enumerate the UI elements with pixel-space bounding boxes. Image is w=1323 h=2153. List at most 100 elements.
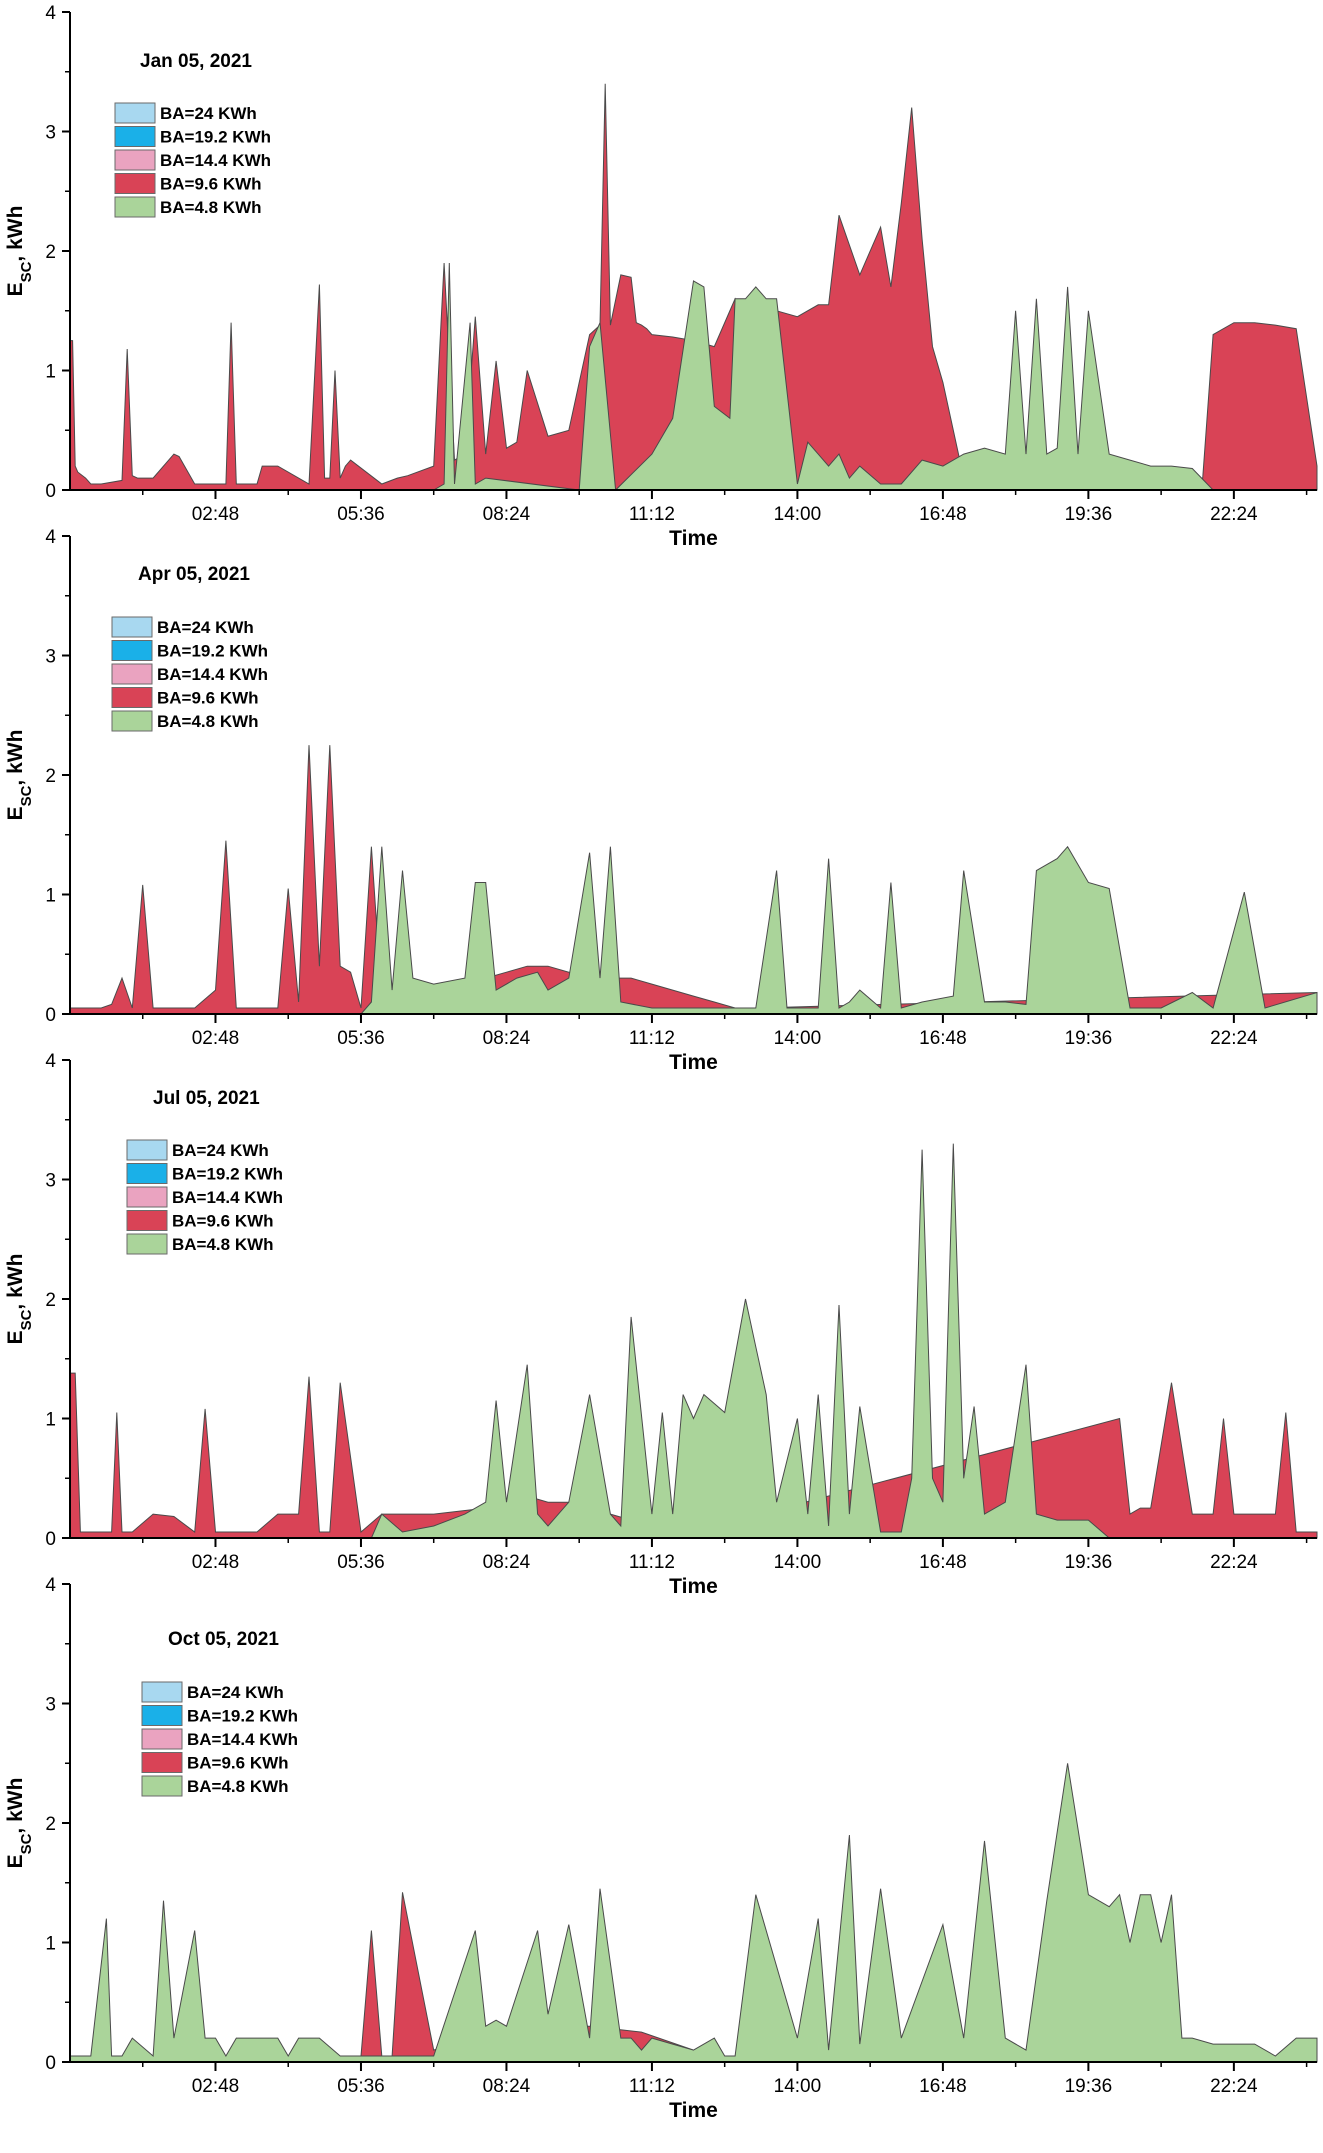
legend-label: BA=4.8 KWh xyxy=(160,198,262,217)
x-axis-title: Time xyxy=(669,1575,718,1598)
x-tick-label: 16:48 xyxy=(919,1552,967,1573)
x-axis-title: Time xyxy=(669,527,718,550)
chart-panel-2: 0 1 2 3 4 02:48 05:36 08:24 11:12 14:00 16:48 19:36… xyxy=(4,527,1318,1074)
legend-label: BA=4.8 KWh xyxy=(187,1777,289,1796)
y-tick-label: 2 xyxy=(45,1814,56,1835)
legend-swatch xyxy=(141,1775,183,1797)
y-tick-label: 3 xyxy=(45,123,56,144)
x-tick-label: 14:00 xyxy=(774,504,822,525)
legend-label: BA=14.4 KWh xyxy=(187,1730,298,1749)
y-axis-title-unit: , kWh xyxy=(4,206,27,262)
y-tick-label: 4 xyxy=(45,1051,56,1072)
x-tick-label: 16:48 xyxy=(919,504,967,525)
chart-title: Jan 05, 2021 xyxy=(140,51,252,72)
legend-label: BA=19.2 KWh xyxy=(187,1707,298,1726)
y-axis-title-unit: , kWh xyxy=(4,1254,27,1310)
chart-title: Jul 05, 2021 xyxy=(153,1088,260,1109)
legend-swatch xyxy=(111,687,153,708)
legend-swatch xyxy=(114,102,156,124)
legend-swatch xyxy=(111,640,153,661)
y-axis-title-main: E xyxy=(4,282,27,296)
chart-panel-4: 0 1 2 3 4 02:48 05:36 08:24 11:12 14:00 16:48 19:36… xyxy=(4,1575,1318,2122)
x-tick-label: 22:24 xyxy=(1210,1028,1258,1049)
legend-label: BA=9.6 KWh xyxy=(160,175,262,194)
x-axis-title: Time xyxy=(669,1051,718,1074)
x-tick-label: 02:48 xyxy=(192,504,240,525)
x-tick-label: 05:36 xyxy=(337,2076,385,2097)
legend-label: BA=4.8 KWh xyxy=(172,1235,274,1254)
x-tick-label: 02:48 xyxy=(192,1552,240,1573)
y-tick-label: 1 xyxy=(45,1410,56,1431)
legend-label: BA=9.6 KWh xyxy=(157,689,259,708)
y-tick-label: 0 xyxy=(45,1529,56,1550)
legend-swatch xyxy=(141,1681,183,1703)
x-tick-label: 19:36 xyxy=(1065,2076,1113,2097)
series-area-ba-4-8-kwh xyxy=(69,1763,1318,2063)
series-area-ba-4-8-kwh xyxy=(70,845,1318,1015)
y-axis-title-subscript: SC xyxy=(18,1309,35,1330)
x-tick-label: 16:48 xyxy=(919,1028,967,1049)
y-axis-title-unit: , kWh xyxy=(4,1778,27,1834)
legend-label: BA=24 KWh xyxy=(172,1141,269,1160)
legend-swatch xyxy=(126,1163,168,1184)
x-tick-label: 22:24 xyxy=(1210,504,1258,525)
y-axis-title-subscript: SC xyxy=(18,785,35,806)
chart-title: Apr 05, 2021 xyxy=(138,564,250,585)
chart-title: Oct 05, 2021 xyxy=(168,1629,279,1650)
y-axis-title: ESC, kWh xyxy=(4,206,35,297)
y-tick-label: 4 xyxy=(45,527,56,548)
legend-label: BA=9.6 KWh xyxy=(187,1754,289,1773)
legend-label: BA=14.4 KWh xyxy=(160,151,271,170)
y-tick-label: 4 xyxy=(45,3,56,24)
legend-swatch xyxy=(114,173,156,194)
legend-label: BA=9.6 KWh xyxy=(172,1212,274,1231)
legend-swatch xyxy=(126,1139,168,1161)
x-tick-label: 14:00 xyxy=(774,1028,822,1049)
x-axis-title: Time xyxy=(669,2099,718,2122)
x-tick-label: 08:24 xyxy=(483,1552,531,1573)
x-tick-label: 05:36 xyxy=(337,1552,385,1573)
legend-swatch xyxy=(111,616,153,638)
legend-label: BA=24 KWh xyxy=(160,104,257,123)
x-tick-label: 08:24 xyxy=(483,504,531,525)
series-area-ba-9-6-kwh xyxy=(69,745,1318,1015)
y-tick-label: 3 xyxy=(45,647,56,668)
x-tick-label: 19:36 xyxy=(1065,504,1113,525)
y-tick-label: 2 xyxy=(45,766,56,787)
x-tick-label: 08:24 xyxy=(483,1028,531,1049)
y-tick-label: 3 xyxy=(45,1171,56,1192)
x-tick-label: 22:24 xyxy=(1210,2076,1258,2097)
legend-swatch xyxy=(114,196,156,218)
x-tick-label: 11:12 xyxy=(629,504,675,525)
legend-swatch xyxy=(111,710,153,732)
y-tick-label: 0 xyxy=(45,481,56,502)
chart-panel-1: 0 1 2 3 4 02:48 05:36 08:24 11:12 14:00 16:48 19:36… xyxy=(4,3,1318,550)
y-axis-title-main: E xyxy=(4,806,27,820)
legend-label: BA=14.4 KWh xyxy=(157,665,268,684)
y-tick-label: 1 xyxy=(45,1934,56,1955)
legend-swatch xyxy=(114,126,156,147)
x-tick-label: 16:48 xyxy=(919,2076,967,2097)
y-tick-label: 4 xyxy=(45,1575,56,1596)
legend-label: BA=19.2 KWh xyxy=(160,128,271,147)
y-axis-title: ESC, kWh xyxy=(4,730,35,821)
legend-swatch xyxy=(111,663,153,685)
y-axis-title-subscript: SC xyxy=(18,1833,35,1854)
legend-swatch xyxy=(141,1728,183,1750)
x-tick-label: 19:36 xyxy=(1065,1552,1113,1573)
legend-label: BA=14.4 KWh xyxy=(172,1188,283,1207)
legend-swatch xyxy=(141,1752,183,1773)
x-tick-label: 22:24 xyxy=(1210,1552,1258,1573)
legend-swatch xyxy=(126,1186,168,1208)
x-tick-label: 02:48 xyxy=(192,2076,240,2097)
x-tick-label: 05:36 xyxy=(337,1028,385,1049)
x-tick-label: 02:48 xyxy=(192,1028,240,1049)
legend-swatch xyxy=(126,1210,168,1231)
y-axis-title-subscript: SC xyxy=(18,261,35,282)
x-tick-label: 19:36 xyxy=(1065,1028,1113,1049)
chart-panel-3: 0 1 2 3 4 02:48 05:36 08:24 11:12 14:00 16:48 19:36… xyxy=(4,1051,1318,1598)
x-tick-label: 14:00 xyxy=(774,1552,822,1573)
y-tick-label: 1 xyxy=(45,362,56,383)
legend-label: BA=24 KWh xyxy=(187,1683,284,1702)
